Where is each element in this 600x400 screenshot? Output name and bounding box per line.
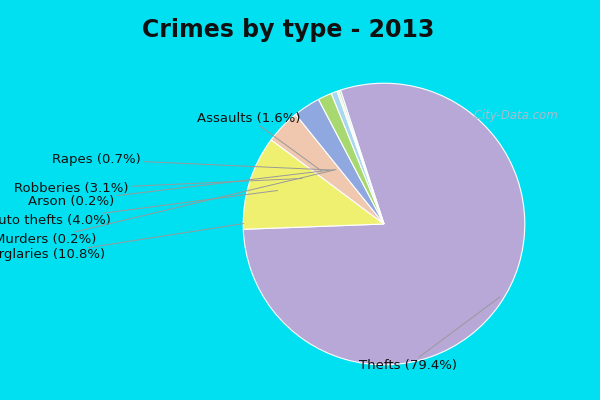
Text: Auto thefts (4.0%): Auto thefts (4.0%) <box>0 190 278 226</box>
Wedge shape <box>244 83 525 365</box>
Text: Rapes (0.7%): Rapes (0.7%) <box>52 153 331 170</box>
Wedge shape <box>331 91 384 224</box>
Text: Robberies (3.1%): Robberies (3.1%) <box>14 178 302 196</box>
Wedge shape <box>339 90 384 224</box>
Text: Thefts (79.4%): Thefts (79.4%) <box>359 297 500 372</box>
Wedge shape <box>271 114 384 224</box>
Wedge shape <box>243 140 384 229</box>
Text: Murders (0.2%): Murders (0.2%) <box>0 170 336 246</box>
Text: Assaults (1.6%): Assaults (1.6%) <box>197 112 321 171</box>
Text: Burglaries (10.8%): Burglaries (10.8%) <box>0 224 244 261</box>
Wedge shape <box>337 91 384 224</box>
Text: City-Data.com: City-Data.com <box>470 109 558 122</box>
Text: Crimes by type - 2013: Crimes by type - 2013 <box>142 18 434 42</box>
Wedge shape <box>319 94 384 224</box>
Text: Arson (0.2%): Arson (0.2%) <box>28 170 334 208</box>
Wedge shape <box>296 99 384 224</box>
